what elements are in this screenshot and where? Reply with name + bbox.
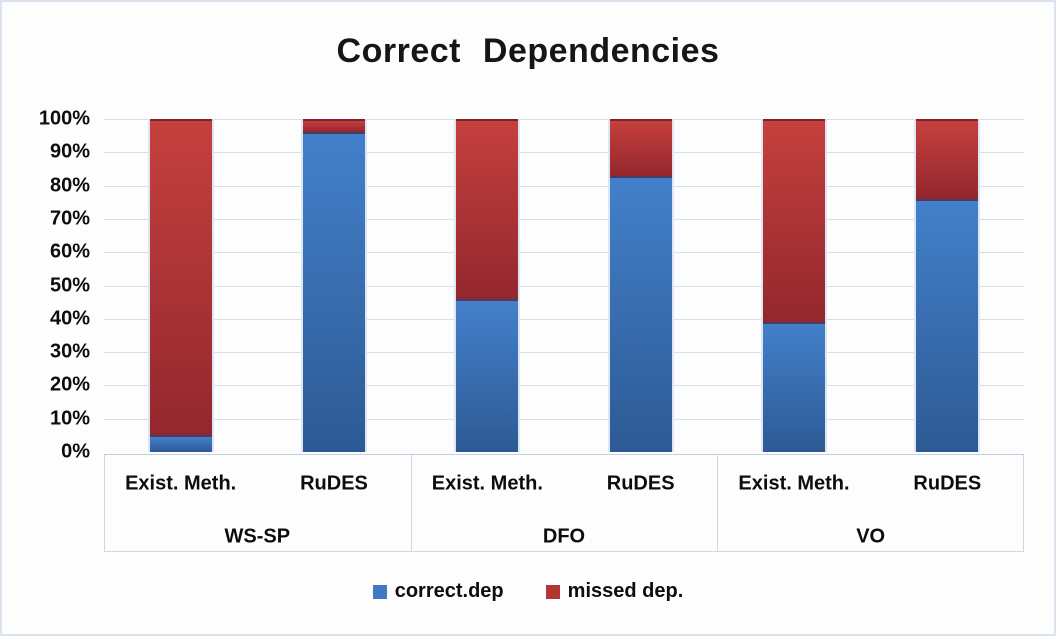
bar-DFO-rudes	[609, 119, 672, 452]
y-tick-label: 70%	[49, 207, 90, 230]
segment-correct-dep	[149, 435, 212, 452]
segment-correct-dep	[763, 322, 825, 452]
segment-missed-dep	[303, 119, 365, 133]
legend-swatch-correct-dep-icon	[372, 584, 387, 599]
gridline	[104, 252, 1024, 254]
y-tick-label: 80%	[49, 174, 90, 197]
y-tick-label: 40%	[49, 307, 90, 330]
y-tick-label: 0%	[61, 440, 90, 463]
segment-missed-dep	[609, 119, 672, 176]
bar-DFO-exist-meth	[456, 119, 519, 452]
gridline	[104, 385, 1024, 387]
legend-item: missed dep.	[545, 580, 684, 603]
category-label: Exist. Meth.	[738, 472, 850, 495]
group-separator	[410, 454, 412, 552]
group-separator	[717, 454, 719, 552]
segment-correct-dep	[916, 198, 979, 452]
y-tick-label: 50%	[49, 274, 90, 296]
legend-label: missed dep.	[567, 580, 684, 602]
bar-VO-rudes	[916, 119, 979, 452]
segment-missed-dep	[916, 119, 979, 199]
chart-title: Correct Dependencies	[336, 32, 720, 70]
bar-VO-exist-meth	[763, 119, 825, 452]
gridline	[104, 285, 1024, 287]
legend: correct.dep missed dep.	[2, 580, 1054, 603]
gridline	[104, 152, 1024, 154]
y-tick-label: 90%	[49, 140, 90, 163]
group-label: DFO	[542, 525, 586, 548]
legend-swatch-missed-dep-icon	[545, 584, 560, 599]
segment-correct-dep	[456, 298, 519, 452]
bar-WS-SP-exist-meth	[149, 119, 212, 452]
gridline	[104, 119, 1024, 120]
gridline	[104, 185, 1024, 187]
category-label: RuDES	[913, 472, 982, 495]
bar-WS-SP-rudes	[303, 119, 365, 452]
gridline	[104, 318, 1024, 320]
y-tick-label: 30%	[49, 340, 90, 363]
segment-missed-dep	[149, 119, 212, 436]
segment-correct-dep	[303, 132, 365, 452]
legend-item: correct.dep	[372, 580, 504, 603]
gridline	[104, 218, 1024, 220]
gridline	[104, 352, 1024, 354]
category-label: Exist. Meth.	[125, 472, 237, 495]
category-label: Exist. Meth.	[431, 472, 543, 495]
group-label: WS-SP	[224, 525, 291, 548]
plot-area	[104, 119, 1024, 452]
y-tick-label: 100%	[38, 107, 90, 130]
segment-missed-dep	[763, 119, 825, 323]
y-tick-label: 60%	[49, 240, 90, 263]
segment-correct-dep	[609, 175, 672, 452]
category-axis-box	[104, 454, 1024, 552]
category-label: RuDES	[300, 472, 368, 495]
category-label: RuDES	[606, 472, 675, 495]
group-label: VO	[856, 525, 886, 548]
legend-label: correct.dep	[394, 580, 504, 602]
segment-missed-dep	[456, 119, 519, 299]
y-tick-label: 10%	[49, 407, 90, 430]
y-tick-label: 20%	[49, 373, 90, 396]
gridline	[104, 418, 1024, 420]
